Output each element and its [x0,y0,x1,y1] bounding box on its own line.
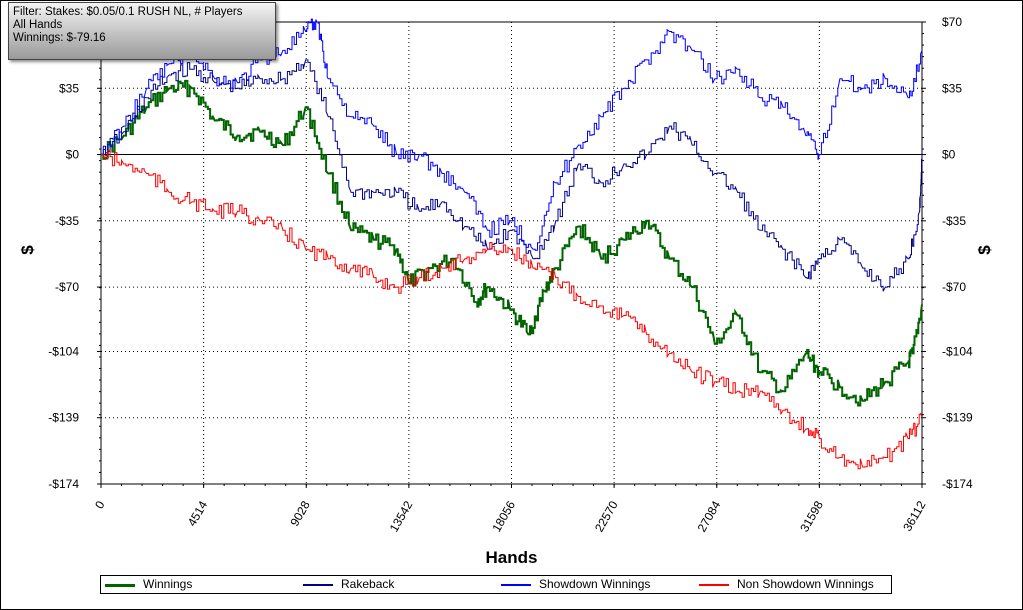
series-line-winnings [101,79,923,407]
series-line-rakeback [101,59,923,292]
series-line-showdown-winnings [101,18,923,251]
y-tick-label: -$35 [55,214,79,228]
legend-label: Rakeback [341,577,395,591]
y-axis-title-right: $ [975,245,994,255]
legend-label: Non Showdown Winnings [737,577,874,591]
legend-label: Winnings [143,577,193,591]
y-tick-label: -$174 [48,477,79,491]
y-tick-label: $0 [66,148,80,162]
x-tick-label: 18056 [489,498,518,534]
y-tick-label-right: -$174 [942,477,973,491]
series-line-non-showdown-winnings [101,149,923,470]
y-axis-title-left: $ [18,245,37,255]
legend-swatch-showdown [501,584,531,586]
x-axis-title: Hands [486,548,538,567]
filter-line: Filter: Stakes: $0.05/0.1 RUSH NL, # Pla… [13,6,243,18]
y-tick-label-right: $35 [942,81,962,95]
grid-lines [101,22,922,484]
x-tick-label: 36112 [900,498,929,533]
filter-hands-line: All Hands [13,19,63,31]
x-tick-label: 31598 [797,498,826,534]
y-tick-label: -$139 [48,411,79,425]
legend-swatch-winnings [105,584,135,587]
y-tick-label-right: -$104 [942,344,973,358]
y-tick-label: -$104 [48,344,79,358]
y-tick-label-right: -$35 [942,214,966,228]
y-tick-label-right: $70 [942,15,962,29]
x-tick-label: 9028 [287,498,313,528]
y-tick-label-right: -$70 [942,280,966,294]
y-tick-label: $35 [59,81,79,95]
y-tick-label-right: -$139 [942,411,973,425]
x-tick-label: 13542 [387,498,416,534]
chart-legend: Winnings Rakeback Showdown Winnings Non … [100,575,892,594]
y-tick-label-right: $0 [942,148,956,162]
filter-info-box: Filter: Stakes: $0.05/0.1 RUSH NL, # Pla… [8,2,276,60]
series-lines [101,18,923,470]
x-tick-label: 27084 [695,498,724,534]
x-tick-label: 0 [92,498,108,511]
legend-swatch-non-showdown [699,584,729,586]
x-tick-label: 22570 [592,498,621,534]
legend-swatch-rakeback [303,584,333,586]
legend-label: Showdown Winnings [539,577,651,591]
y-tick-label: -$70 [55,280,79,294]
x-tick-label: 4514 [185,498,211,528]
filter-winnings-line: Winnings: $-79.16 [13,32,106,44]
